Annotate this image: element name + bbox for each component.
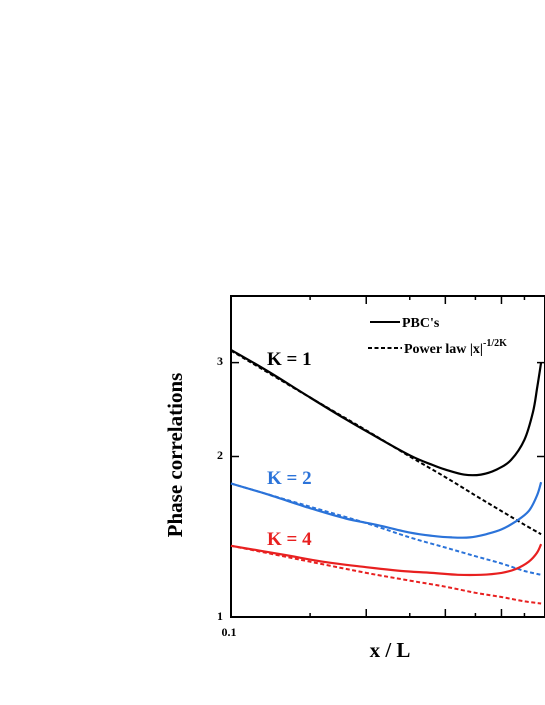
legend-label-powerlaw: Power law |x|-1/2K [404,338,507,357]
x-axis-title: x / L [370,638,411,662]
series-label-k2: K = 2 [267,468,312,489]
y-tick-label-3: 3 [217,354,223,368]
series-K4-solid-line [230,543,543,577]
series-K2-dashed-line [230,482,542,576]
legend: PBC's Power law |x|-1/2K [368,316,507,357]
series-K2-solid-line [230,481,543,539]
legend-powerlaw-base: Power law |x| [404,342,483,357]
y-axis-title: Phase correlations [163,373,187,538]
legend-powerlaw-exponent: -1/2K [483,338,507,349]
legend-label-pbc: PBC's [402,316,440,331]
series-layer [230,348,543,605]
y-tick-label-2: 2 [217,448,223,462]
y-tick-label-1: 1 [217,609,223,623]
axis-ticks [230,296,545,618]
x-tick-label-0.1: 0.1 [222,625,237,639]
series-label-k4: K = 4 [267,529,312,550]
series-label-k1: K = 1 [267,349,312,370]
series-K4-dashed-line [230,544,542,605]
